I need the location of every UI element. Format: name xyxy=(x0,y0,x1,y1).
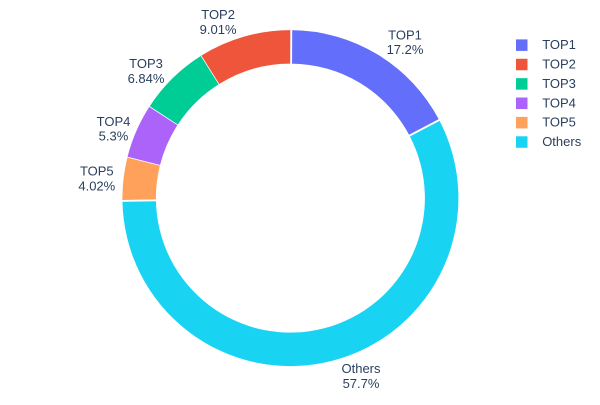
svg-text:Others: Others xyxy=(542,134,582,149)
svg-text:6.84%: 6.84% xyxy=(128,71,165,86)
svg-text:TOP5: TOP5 xyxy=(80,163,114,178)
svg-text:57.7%: 57.7% xyxy=(343,376,380,391)
svg-text:Others: Others xyxy=(341,361,381,376)
svg-text:TOP1: TOP1 xyxy=(542,37,576,52)
svg-text:TOP2: TOP2 xyxy=(201,7,235,22)
svg-text:17.2%: 17.2% xyxy=(387,42,424,57)
svg-text:5.3%: 5.3% xyxy=(99,128,129,143)
svg-text:4.02%: 4.02% xyxy=(78,178,115,193)
svg-text:TOP1: TOP1 xyxy=(388,27,422,42)
svg-text:TOP4: TOP4 xyxy=(97,114,131,129)
svg-text:TOP3: TOP3 xyxy=(542,76,576,91)
svg-text:9.01%: 9.01% xyxy=(200,22,237,37)
svg-text:TOP4: TOP4 xyxy=(542,95,576,110)
svg-text:TOP2: TOP2 xyxy=(542,57,576,72)
svg-text:TOP3: TOP3 xyxy=(129,56,163,71)
svg-text:TOP5: TOP5 xyxy=(542,115,576,130)
